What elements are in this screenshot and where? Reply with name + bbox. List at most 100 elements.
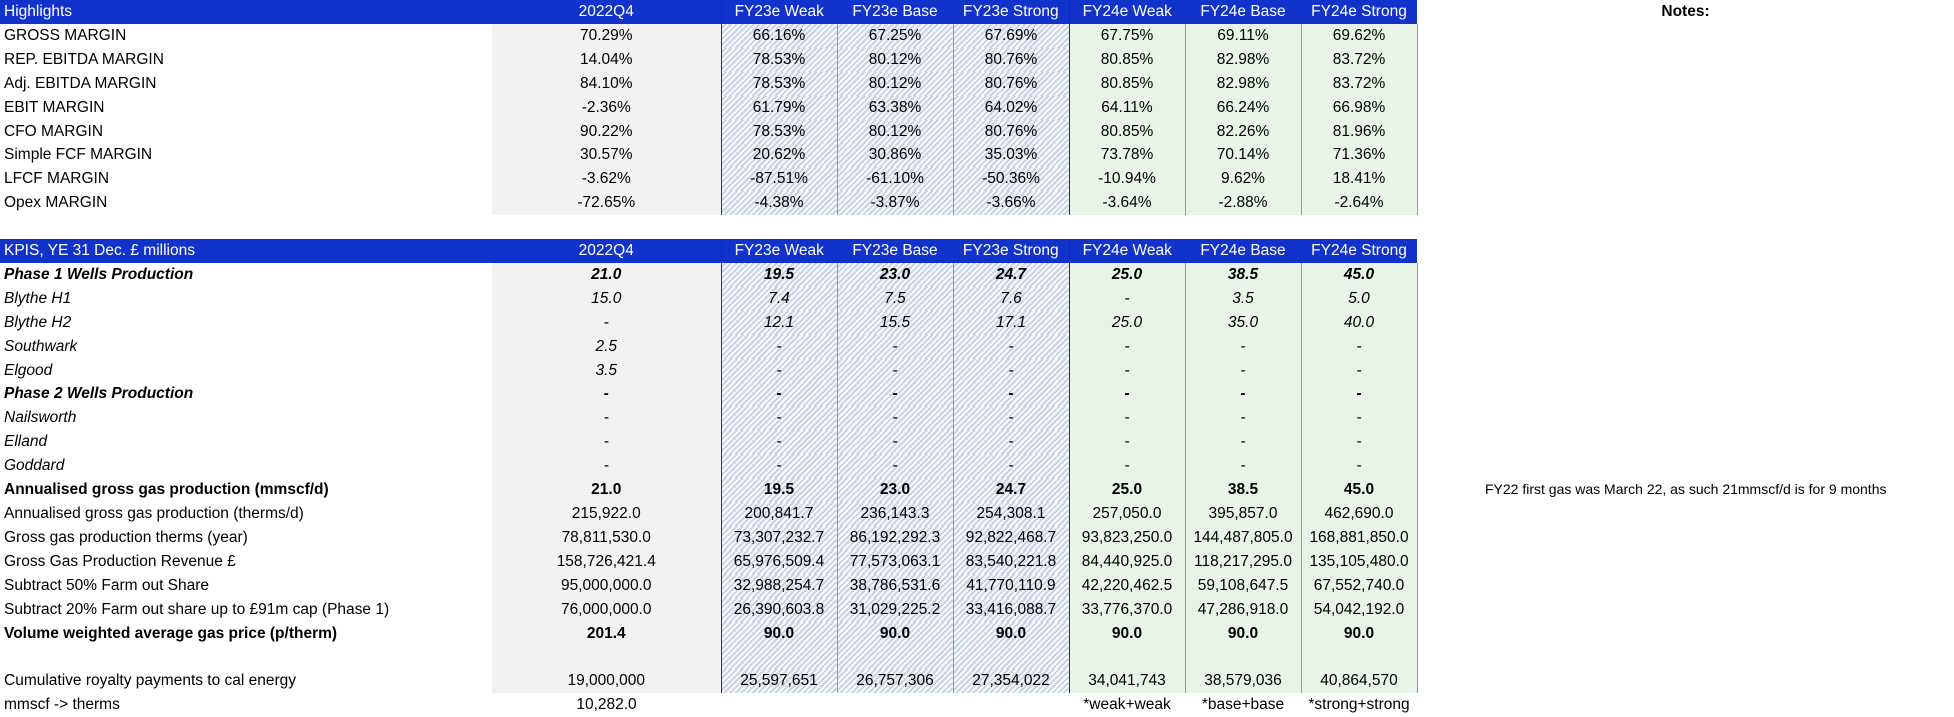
header-cell: 2022Q4 (492, 0, 721, 24)
data-cell: 86,192,292.3 (837, 525, 954, 550)
data-cell: 90.0 (720, 621, 838, 646)
data-cell: - (1069, 334, 1186, 359)
row-label: Annualised gross gas production (mmscf/d… (4, 481, 329, 499)
table-row: Elgood 3.5- - - - - - (0, 358, 1954, 383)
note-cell: FY22 first gas was March 22, as such 21m… (1417, 478, 1954, 502)
blank-cell (837, 645, 954, 670)
data-cell: 90.0 (1185, 621, 1302, 646)
data-cell: - (1301, 334, 1418, 359)
row-label: EBIT MARGIN (4, 98, 105, 116)
data-cell: 2.5 (492, 334, 721, 359)
data-cell: 20.62% (720, 143, 838, 168)
data-cell: -72.65% (492, 191, 721, 216)
data-cell: - (1185, 430, 1302, 455)
data-cell: 41,770,110.9 (953, 573, 1070, 598)
data-cell: - (1185, 406, 1302, 431)
data-cell: 257,050.0 (1069, 501, 1186, 526)
data-cell: -3.62% (492, 167, 721, 192)
data-cell: 215,922.0 (492, 501, 721, 526)
blank-cell (1185, 645, 1302, 670)
conversion-value: 10,282.0 (492, 693, 721, 717)
data-cell: - (492, 430, 721, 455)
row-label: Gross gas production therms (year) (4, 528, 248, 546)
data-cell: 78.53% (720, 47, 838, 72)
data-cell: 82.26% (1185, 119, 1302, 144)
header-cell: FY23e Strong (953, 0, 1070, 24)
data-cell: -2.88% (1185, 191, 1302, 216)
data-cell: 19.5 (720, 478, 838, 502)
data-cell: 82.98% (1185, 71, 1302, 96)
data-cell: - (1069, 406, 1186, 431)
data-cell: 61.79% (720, 95, 838, 120)
data-cell: - (837, 334, 954, 359)
data-cell: 19.5 (720, 262, 838, 287)
data-cell: - (492, 454, 721, 479)
data-cell: 34,041,743 (1069, 669, 1186, 694)
table-row: Phase 2 Wells Production - - - - - - - (0, 382, 1954, 407)
data-cell: 64.11% (1069, 95, 1186, 120)
data-cell: 40,864,570 (1301, 669, 1418, 694)
data-cell: 90.0 (1301, 621, 1418, 646)
header-cell: FY23e Base (837, 239, 953, 263)
data-cell: 90.0 (1069, 621, 1186, 646)
data-cell: 66.98% (1301, 95, 1418, 120)
header-row: KPIS, YE 31 Dec. £ millions 2022Q4 FY23e W… (0, 239, 1954, 263)
table-row: Blythe H1 15.0 7.4 7.5 7.6-3.5 5.0 (0, 286, 1954, 311)
data-cell: 84.10% (492, 71, 721, 96)
data-cell: -2.36% (492, 95, 721, 120)
data-cell: 31,029,225.2 (837, 597, 954, 622)
data-cell: - (953, 406, 1070, 431)
note-cell (1417, 549, 1954, 574)
data-cell: 23.0 (837, 262, 954, 287)
note-cell (1417, 95, 1954, 120)
header-cell: FY23e Weak (720, 239, 837, 263)
row-label: Subtract 50% Farm out Share (4, 576, 210, 594)
data-cell: 3.5 (492, 358, 721, 383)
data-cell: - (837, 430, 954, 455)
data-cell: - (1301, 406, 1418, 431)
data-cell: -3.87% (837, 191, 954, 216)
header-cell: Highlights (0, 0, 492, 24)
data-cell: - (1069, 286, 1186, 311)
spacer-row (0, 645, 1954, 670)
row-label: Blythe H2 (4, 313, 72, 331)
data-cell: -3.64% (1069, 191, 1186, 216)
data-cell: 24.7 (953, 478, 1070, 502)
row-label: Annualised gross gas production (therms/… (4, 504, 304, 522)
row-label: REP. EBITDA MARGIN (4, 50, 164, 68)
row-label: Adj. EBITDA MARGIN (4, 74, 157, 92)
data-cell: 70.14% (1185, 143, 1302, 168)
data-cell: 80.76% (953, 119, 1070, 144)
data-cell: - (953, 430, 1070, 455)
data-cell: 9.62% (1185, 167, 1302, 192)
table-row: Simple FCF MARGIN 30.57% 20.62% 30.86% 35.03… (0, 143, 1954, 168)
data-cell: 78.53% (720, 119, 838, 144)
data-cell: 80.76% (953, 71, 1070, 96)
blank-cell (0, 645, 492, 669)
table-row: REP. EBITDA MARGIN 14.04% 78.53% 80.12% 80.7… (0, 47, 1954, 72)
note-cell (1417, 47, 1954, 72)
data-cell: 200,841.7 (720, 501, 838, 526)
data-cell: 47,286,918.0 (1185, 597, 1302, 622)
data-cell: 236,143.3 (837, 501, 954, 526)
table-row: Gross gas production therms (year) 78,811… (0, 525, 1954, 550)
table-row: GROSS MARGIN 70.29% 66.16% 67.25% 67.69% 67.7… (0, 23, 1954, 48)
blank-cell (837, 693, 953, 717)
data-cell: 83.72% (1301, 71, 1418, 96)
data-cell: -10.94% (1069, 167, 1186, 192)
row-label: Simple FCF MARGIN (4, 146, 153, 164)
data-cell: 66.16% (720, 23, 838, 48)
data-cell: 83,540,221.8 (953, 549, 1070, 574)
data-cell: 67.75% (1069, 23, 1186, 48)
note-cell (1417, 71, 1954, 96)
table-row: Blythe H2 -12.1 15.5 17.1 25.0 35.0 40.0 (0, 310, 1954, 335)
data-cell: 80.85% (1069, 47, 1186, 72)
row-label: Gross Gas Production Revenue £ (4, 552, 236, 570)
header-cell: FY23e Base (837, 0, 953, 24)
table-row: EBIT MARGIN -2.36% 61.79% 63.38% 64.02% 64.11… (0, 95, 1954, 120)
data-cell: 21.0 (492, 478, 721, 502)
row-label: Cumulative royalty payments to cal energ… (4, 672, 297, 690)
data-cell: 64.02% (953, 95, 1070, 120)
data-cell: 90.0 (953, 621, 1070, 646)
